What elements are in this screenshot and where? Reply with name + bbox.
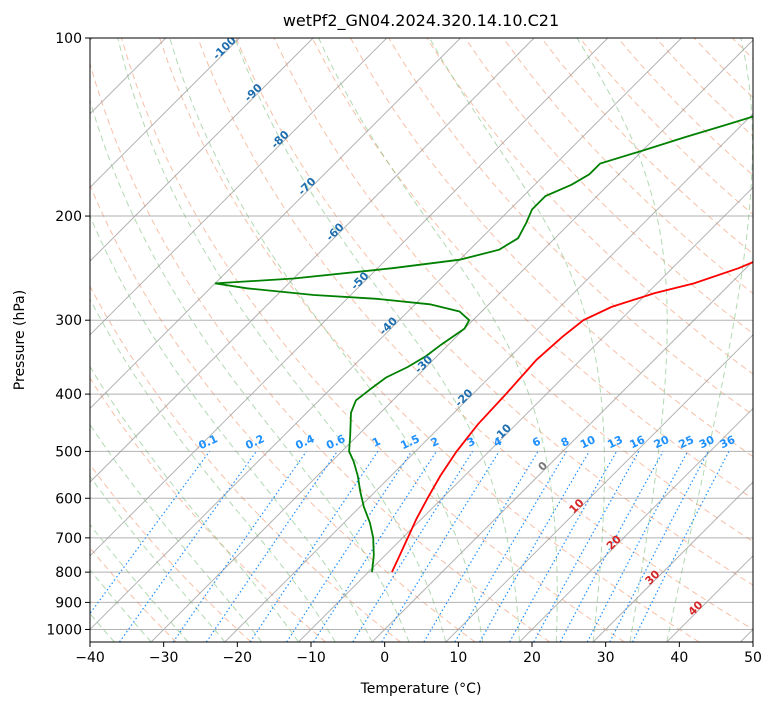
mixing-ratio-label: 13 (605, 433, 624, 451)
x-tick-label: 30 (597, 650, 615, 666)
dry-adiabat (90, 377, 327, 642)
isotherm (592, 481, 753, 642)
mixing-ratio-label: 30 (697, 433, 717, 451)
mixing-ratio-line (90, 451, 211, 615)
isotherm (224, 113, 753, 642)
mixing-ratio-label: 25 (677, 433, 696, 451)
moist-adiabat (117, 38, 447, 642)
moist-adiabat (90, 569, 152, 642)
isotherm (90, 38, 314, 262)
mixing-ratio-line (632, 451, 730, 642)
moist-adiabat (576, 38, 668, 642)
dry-adiabat (273, 38, 753, 543)
y-axis-label: Pressure (hPa) (12, 290, 28, 390)
x-tick-label: 10 (449, 650, 467, 666)
mixing-ratio-label: 36 (718, 433, 738, 451)
dry-adiabat (90, 62, 550, 642)
dry-adiabat (90, 463, 252, 642)
mixing-ratio-line (381, 451, 500, 642)
moist-adiabat (90, 298, 336, 642)
mixing-ratio-label: 16 (628, 433, 648, 451)
mixing-ratio-line (249, 451, 379, 642)
isotherm (90, 38, 535, 483)
mixing-ratio-label: 20 (652, 433, 672, 451)
axis-ticks: −40 −30 −20 −10 0 10 20 30 40 50 100 200 300 400 500 60… (46, 31, 762, 666)
moist-adiabat (90, 523, 189, 642)
isotherm (90, 38, 240, 189)
dry-adiabat (235, 38, 753, 586)
dry-adiabat (502, 38, 753, 295)
x-tick-label: 0 (380, 650, 389, 666)
mixing-ratio-line (559, 451, 664, 642)
moist-adiabat (234, 38, 520, 642)
y-tick-label: 700 (55, 531, 82, 547)
dry-adiabat (197, 38, 753, 631)
x-tick-label: −10 (296, 650, 326, 666)
moist-adiabat (666, 38, 753, 642)
y-tick-label: 800 (55, 565, 82, 581)
mixing-ratio-line (286, 451, 413, 642)
mixing-ratio-line (312, 451, 437, 642)
mixing-ratio-line (205, 451, 338, 642)
y-tick-label: 1000 (46, 622, 82, 638)
chart-title: wetPf2_GN04.2024.320.14.10.C21 (283, 11, 559, 31)
dry-adiabat (159, 38, 700, 642)
y-tick-label: 900 (55, 595, 82, 611)
isotherm (518, 407, 753, 642)
mixing-ratio-line (533, 451, 640, 642)
x-tick-label: 40 (670, 650, 688, 666)
isotherm (150, 39, 753, 642)
mixing-ratio-line (119, 451, 257, 642)
x-tick-label: 50 (744, 650, 762, 666)
moist-adiabat (90, 98, 410, 642)
x-tick-label: 20 (523, 650, 541, 666)
moist-adiabat (318, 38, 558, 642)
isotherm (297, 186, 753, 642)
x-axis-label: Temperature (°C) (360, 681, 482, 697)
y-tick-label: 500 (55, 444, 82, 460)
y-tick-label: 100 (55, 31, 82, 47)
isotherm (90, 38, 609, 557)
plot-data (214, 115, 753, 573)
mixing-ratio-label: 10 (578, 433, 598, 451)
isotherm (371, 260, 753, 642)
plot-frame (89, 37, 754, 643)
moist-adiabat (90, 423, 262, 642)
isotherm (90, 38, 461, 410)
isotherm (445, 334, 753, 642)
dewpoint-profile (214, 115, 753, 573)
x-tick-label: −40 (75, 650, 105, 666)
moist-adiabat (428, 38, 605, 642)
moist-adiabat (90, 475, 226, 642)
y-tick-label: 600 (55, 491, 82, 507)
y-tick-label: 200 (55, 209, 82, 225)
isotherm (90, 38, 388, 336)
x-tick-label: −30 (149, 650, 179, 666)
dry-adiabat (311, 38, 753, 500)
isotherm (90, 38, 682, 631)
y-tick-label: 300 (55, 313, 82, 329)
y-tick-label: 400 (55, 387, 82, 403)
mixing-ratio-line (509, 451, 618, 642)
x-tick-label: −20 (223, 650, 253, 666)
temperature-profile (391, 261, 753, 573)
mixing-ratio-line (172, 451, 307, 642)
